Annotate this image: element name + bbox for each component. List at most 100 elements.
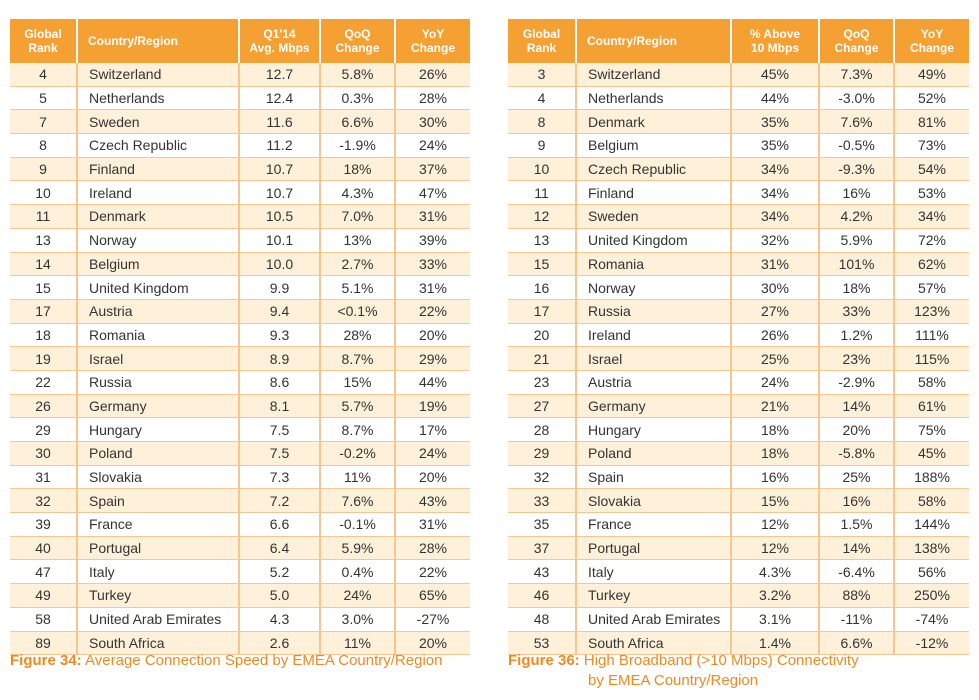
figure-36-title-line1: High Broadband (>10 Mbps) Connectivity (579, 652, 859, 669)
cell-qoq-change: 1.2% (819, 323, 895, 348)
high-broadband-table: Global Rank Country/Region% Above 10 Mbps… (508, 19, 969, 656)
cell-yoy-change: 44% (395, 370, 470, 395)
header-yoy-change: YoY Change (395, 19, 470, 63)
table-row: 23 Austria 24% -2.9% 58% (508, 370, 969, 395)
cell-global-rank: 9 (10, 157, 78, 182)
cell-country-region: Russia (77, 370, 240, 395)
cell-yoy-change: 111% (894, 323, 969, 348)
cell-qoq-change: -9.3% (819, 157, 895, 182)
cell-country-region: Netherlands (576, 86, 732, 111)
cell-qoq-change: 3.0% (320, 607, 396, 632)
cell-metric: 9.9 (239, 275, 321, 300)
table-row: 9 Belgium 35% -0.5% 73% (508, 133, 969, 158)
cell-country-region: Slovakia (77, 465, 240, 490)
table-row: 4 Netherlands 44% -3.0% 52% (508, 86, 969, 111)
cell-qoq-change: 6.6% (320, 109, 396, 135)
cell-qoq-change: 5.9% (320, 536, 396, 561)
cell-global-rank: 31 (10, 465, 78, 490)
cell-metric: 11.6 (239, 109, 321, 135)
cell-country-region: Czech Republic (77, 133, 240, 158)
cell-global-rank: 7 (10, 109, 78, 135)
table-row: 9 Finland 10.7 18% 37% (10, 157, 470, 182)
cell-country-region: Sweden (77, 109, 240, 135)
cell-global-rank: 21 (508, 346, 577, 371)
header-yoy-change: YoY Change (894, 19, 969, 63)
cell-metric: 35% (731, 109, 820, 135)
cell-country-region: Turkey (77, 583, 240, 608)
header-qoq-change: QoQ Change (819, 19, 895, 63)
table-row: 32 Spain 7.2 7.6% 43% (10, 488, 470, 514)
header-qoq-change: QoQ Change (320, 19, 396, 63)
cell-country-region: Russia (576, 299, 732, 324)
figure-36-caption: Figure 36: High Broadband (>10 Mbps) Con… (508, 651, 888, 691)
cell-metric: 35% (731, 133, 820, 158)
cell-yoy-change: 65% (395, 583, 470, 608)
cell-yoy-change: -12% (894, 631, 969, 656)
cell-yoy-change: 115% (894, 346, 969, 371)
table-row: 39 France 6.6 -0.1% 31% (10, 512, 470, 537)
cell-qoq-change: 28% (320, 323, 396, 348)
cell-metric: 30% (731, 275, 820, 300)
cell-metric: 7.5 (239, 441, 321, 466)
cell-metric: 10.7 (239, 157, 321, 182)
cell-country-region: Czech Republic (576, 157, 732, 182)
cell-global-rank: 58 (10, 607, 78, 632)
cell-qoq-change: 0.3% (320, 86, 396, 111)
cell-yoy-change: 24% (395, 133, 470, 158)
cell-global-rank: 4 (10, 63, 78, 87)
cell-country-region: Israel (576, 346, 732, 371)
cell-country-region: Germany (576, 394, 732, 419)
cell-country-region: Turkey (576, 583, 732, 608)
cell-qoq-change: -1.9% (320, 133, 396, 158)
cell-yoy-change: 31% (395, 275, 470, 300)
table-row: 3 Switzerland 45% 7.3% 49% (508, 63, 969, 87)
cell-qoq-change: 8.7% (320, 417, 396, 442)
cell-global-rank: 20 (508, 323, 577, 348)
cell-global-rank: 5 (10, 86, 78, 111)
cell-country-region: Austria (77, 299, 240, 324)
cell-yoy-change: 26% (395, 63, 470, 87)
cell-global-rank: 12 (508, 204, 577, 229)
cell-qoq-change: 4.2% (819, 204, 895, 229)
cell-yoy-change: 43% (395, 488, 470, 514)
cell-yoy-change: 81% (894, 109, 969, 135)
cell-qoq-change: 8.7% (320, 346, 396, 371)
cell-yoy-change: -27% (395, 607, 470, 632)
cell-yoy-change: 57% (894, 275, 969, 300)
cell-metric: 4.3 (239, 607, 321, 632)
cell-global-rank: 19 (10, 346, 78, 371)
cell-qoq-change: 24% (320, 583, 396, 608)
cell-country-region: United Arab Emirates (77, 607, 240, 632)
cell-yoy-change: 19% (395, 394, 470, 419)
cell-metric: 1.4% (731, 631, 820, 656)
cell-yoy-change: 31% (395, 204, 470, 229)
cell-metric: 24% (731, 370, 820, 395)
cell-qoq-change: 5.7% (320, 394, 396, 419)
cell-qoq-change: 1.5% (819, 512, 895, 537)
table-row: 49 Turkey 5.0 24% 65% (10, 583, 470, 608)
cell-global-rank: 33 (508, 488, 577, 514)
cell-metric: 6.6 (239, 512, 321, 537)
cell-global-rank: 43 (508, 559, 577, 585)
cell-country-region: Hungary (576, 417, 732, 442)
cell-country-region: Ireland (576, 323, 732, 348)
table-row: 10 Ireland 10.7 4.3% 47% (10, 180, 470, 206)
cell-country-region: South Africa (576, 631, 732, 656)
cell-metric: 15% (731, 488, 820, 514)
table-row: 10 Czech Republic 34% -9.3% 54% (508, 157, 969, 182)
cell-country-region: Slovakia (576, 488, 732, 514)
cell-yoy-change: 123% (894, 299, 969, 324)
cell-qoq-change: 2.7% (320, 252, 396, 277)
cell-metric: 10.5 (239, 204, 321, 229)
cell-qoq-change: 23% (819, 346, 895, 371)
cell-yoy-change: 45% (894, 441, 969, 466)
cell-global-rank: 49 (10, 583, 78, 608)
cell-metric: 2.6 (239, 631, 321, 656)
cell-country-region: Finland (576, 180, 732, 206)
cell-global-rank: 15 (10, 275, 78, 300)
cell-global-rank: 22 (10, 370, 78, 395)
cell-metric: 16% (731, 465, 820, 490)
table-row: 11 Finland 34% 16% 53% (508, 180, 969, 206)
cell-yoy-change: 37% (395, 157, 470, 182)
cell-metric: 8.1 (239, 394, 321, 419)
